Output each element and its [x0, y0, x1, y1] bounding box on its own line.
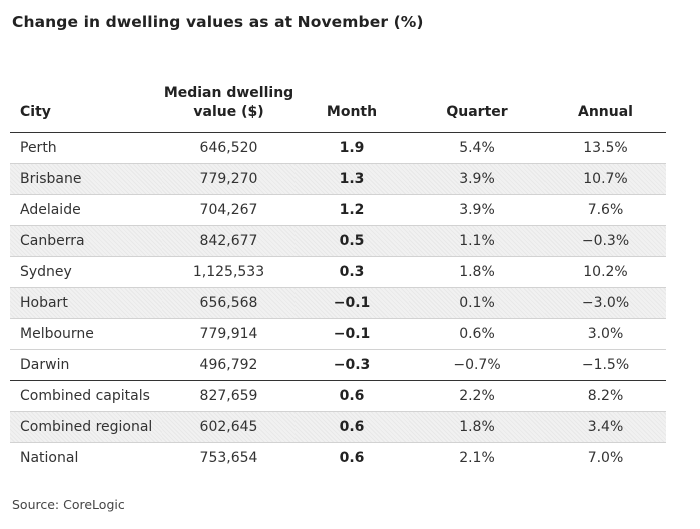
- cell-annual: 10.7%: [545, 163, 666, 195]
- cell-annual: 13.5%: [545, 132, 666, 164]
- column-header-month: Month: [295, 64, 409, 133]
- cell-month: 1.2: [295, 194, 409, 226]
- cell-month: 0.6: [295, 380, 409, 412]
- column-header-annual: Annual: [545, 64, 666, 133]
- cell-city: Combined capitals: [10, 380, 162, 412]
- chart-title: Change in dwelling values as at November…: [12, 13, 424, 31]
- cell-quarter: 1.8%: [409, 411, 545, 443]
- cell-annual: −1.5%: [545, 349, 666, 381]
- cell-annual: 8.2%: [545, 380, 666, 412]
- table-row: Combined capitals 827,659 0.6 2.2% 8.2%: [10, 380, 666, 412]
- cell-city: Hobart: [10, 287, 162, 319]
- table-row: Combined regional 602,645 0.6 1.8% 3.4%: [10, 411, 666, 443]
- table-row: Adelaide 704,267 1.2 3.9% 7.6%: [10, 194, 666, 226]
- cell-quarter: 1.8%: [409, 256, 545, 288]
- table-row: Perth 646,520 1.9 5.4% 13.5%: [10, 132, 666, 164]
- cell-annual: −0.3%: [545, 225, 666, 257]
- column-header-quarter: Quarter: [409, 64, 545, 133]
- cell-month: 0.3: [295, 256, 409, 288]
- cell-month: 0.6: [339, 450, 365, 466]
- cell-value: 704,267: [162, 194, 295, 226]
- cell-city: Darwin: [10, 349, 162, 381]
- cell-annual: 10.2%: [545, 256, 666, 288]
- cell-city: Sydney: [10, 256, 162, 288]
- cell-annual: 3.0%: [545, 318, 666, 350]
- table-row: Canberra 842,677 0.5 1.1% −0.3%: [10, 225, 666, 257]
- cell-value: 753,654: [199, 450, 258, 466]
- cell-value: 656,568: [162, 287, 295, 319]
- table-row: Darwin 496,792 −0.3 −0.7% −1.5%: [10, 349, 666, 381]
- table-row: Sydney 1,125,533 0.3 1.8% 10.2%: [10, 256, 666, 288]
- cell-value: 496,792: [162, 349, 295, 381]
- cell-city: Melbourne: [10, 318, 162, 350]
- cell-city: Adelaide: [10, 194, 162, 226]
- cell-month: −0.3: [295, 349, 409, 381]
- cell-quarter: 1.1%: [409, 225, 545, 257]
- cell-value: 827,659: [162, 380, 295, 412]
- column-header-city: City: [10, 64, 162, 133]
- cell-month: −0.1: [295, 318, 409, 350]
- cell-month: −0.1: [295, 287, 409, 319]
- dwelling-values-table: City Median dwelling value ($) Month Qua…: [10, 64, 666, 473]
- cell-city: Canberra: [10, 225, 162, 257]
- cell-quarter: −0.7%: [409, 349, 545, 381]
- cell-month: 1.3: [295, 163, 409, 195]
- table-row: Brisbane 779,270 1.3 3.9% 10.7%: [10, 163, 666, 195]
- cell-value: 1,125,533: [162, 256, 295, 288]
- cell-value: 842,677: [162, 225, 295, 257]
- cell-annual: 3.4%: [545, 411, 666, 443]
- cell-city: Combined regional: [10, 411, 162, 443]
- cell-city: National: [20, 450, 79, 466]
- cell-annual: 7.6%: [545, 194, 666, 226]
- table-row: Melbourne 779,914 −0.1 0.6% 3.0%: [10, 318, 666, 350]
- cell-annual: −3.0%: [545, 287, 666, 319]
- column-header-median-value: Median dwelling value ($): [162, 64, 295, 133]
- cell-quarter: 3.9%: [409, 194, 545, 226]
- cell-quarter: 0.1%: [409, 287, 545, 319]
- table-row: Hobart 656,568 −0.1 0.1% −3.0%: [10, 287, 666, 319]
- cell-value: 779,270: [162, 163, 295, 195]
- cell-quarter: 0.6%: [409, 318, 545, 350]
- cell-value: 779,914: [162, 318, 295, 350]
- cell-value: 646,520: [162, 132, 295, 164]
- table-body: Perth 646,520 1.9 5.4% 13.5% Brisbane 779,270 1…: [10, 132, 666, 474]
- cell-city: Perth: [10, 132, 162, 164]
- cell-quarter: 5.4%: [409, 132, 545, 164]
- cell-annual: 7.0%: [587, 450, 624, 466]
- table-row: National 753,654 0.6 2.1% 7.0%: [10, 443, 666, 474]
- header-row: City Median dwelling value ($) Month Qua…: [10, 64, 666, 133]
- cell-value: 602,645: [162, 411, 295, 443]
- cell-quarter: 3.9%: [409, 163, 545, 195]
- cell-city: Brisbane: [10, 163, 162, 195]
- cell-quarter: 2.2%: [409, 380, 545, 412]
- cell-month: 0.6: [295, 411, 409, 443]
- cell-quarter: 2.1%: [459, 450, 495, 466]
- cell-month: 0.5: [295, 225, 409, 257]
- cell-month: 1.9: [295, 132, 409, 164]
- source-note: Source: CoreLogic: [12, 497, 125, 512]
